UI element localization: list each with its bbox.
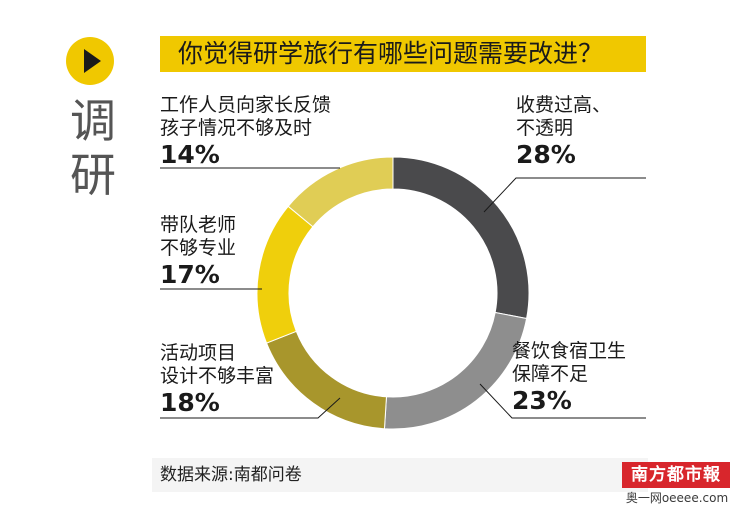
play-triangle-icon	[84, 49, 101, 73]
slice-label-line: 设计不够丰富	[160, 365, 275, 387]
slice-label-activities: 活动项目 设计不够丰富 18%	[160, 342, 274, 417]
logo-subtext: 奥一网oeeee.com	[625, 491, 729, 505]
slice-label-line: 不透明	[516, 117, 574, 139]
slice-percent: 17%	[160, 260, 220, 289]
slice-label-line: 保障不足	[512, 363, 589, 385]
slice-label-fees: 收费过高、 不透明 28%	[516, 94, 611, 169]
slice-label-line: 带队老师	[160, 214, 237, 236]
leader-line-fees	[483, 177, 646, 213]
play-icon	[66, 37, 114, 85]
data-source: 数据来源:南都问卷	[160, 465, 302, 485]
chart-title: 你觉得研学旅行有哪些问题需要改进？	[178, 39, 604, 68]
title-bar: 你觉得研学旅行有哪些问题需要改进？	[160, 36, 646, 72]
section-label: 调 研	[68, 94, 118, 202]
slice-label-teachers: 带队老师 不够专业 17%	[160, 214, 236, 289]
slice-label-line: 收费过高、	[516, 94, 612, 116]
logo-wordmark: 南方都市報	[622, 462, 730, 488]
donut-slice-feedback	[287, 156, 394, 228]
slice-label-feedback: 工作人员向家长反馈 孩子情况不够及时 14%	[160, 94, 331, 169]
slice-percent: 18%	[160, 388, 220, 417]
slice-percent: 23%	[512, 386, 572, 415]
donut-slice-activities	[265, 330, 388, 430]
slice-percent: 28%	[516, 140, 576, 169]
donut-slice-fees	[392, 156, 530, 320]
slice-label-line: 餐饮食宿卫生	[512, 340, 627, 362]
slice-percent: 14%	[160, 140, 220, 169]
slice-label-line: 工作人员向家长反馈	[160, 94, 332, 116]
section-label-char: 研	[70, 148, 116, 202]
publisher-logo: 南方都市報 奥一网oeeee.com	[622, 462, 732, 510]
leader-line-activities	[160, 397, 341, 419]
donut-slice-teachers	[256, 205, 314, 344]
slice-label-hygiene: 餐饮食宿卫生 保障不足 23%	[512, 340, 626, 415]
leader-line-hygiene	[479, 383, 646, 419]
footer-bar: 数据来源:南都问卷	[152, 458, 648, 492]
slice-label-line: 活动项目	[160, 342, 237, 364]
section-label-char: 调	[70, 94, 116, 148]
slice-label-line: 不够专业	[160, 237, 237, 259]
slice-label-line: 孩子情况不够及时	[160, 117, 313, 139]
